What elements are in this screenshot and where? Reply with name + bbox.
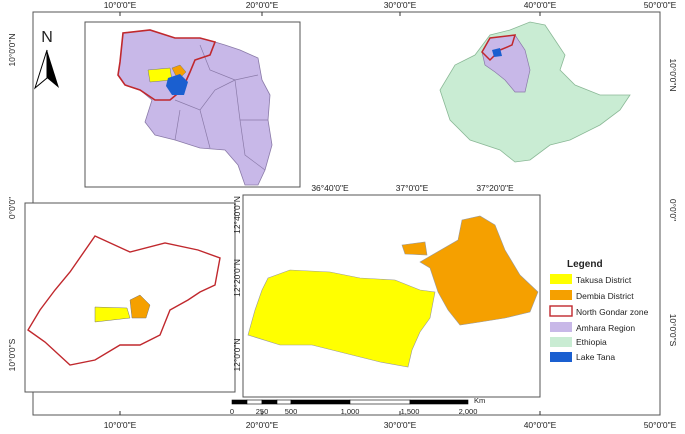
legend-label: Ethiopia [576,337,607,347]
legend-swatch [550,290,572,300]
legend-swatch [550,352,572,362]
scale-unit: Km [474,396,485,405]
bottom-coordinate: 40°0'0"E [524,420,557,430]
amhara-map [117,29,273,186]
bottom-coordinate: 20°0'0"E [246,420,279,430]
detail-left-coordinate: 12°20'0"N [232,259,242,297]
detail-top-coordinate: 37°0'0"E [396,183,429,193]
top-coordinate: 30°0'0"E [384,0,417,10]
bottom-coordinate: 30°0'0"E [384,420,417,430]
legend-swatch [550,337,572,347]
bottom-coordinate: 10°0'0"E [104,420,137,430]
legend-label: Dembia District [576,291,634,301]
scale-label: 250 [256,407,269,416]
legend-label: Lake Tana [576,352,615,362]
left-coordinate: 10°0'0"N [7,33,17,66]
detail-top-coordinate: 36°40'0"E [311,183,349,193]
detail-left-coordinate: 12°0'0"N [232,338,242,371]
legend-swatch [550,274,572,284]
north-label: N [41,29,53,46]
legend-title: Legend [567,259,603,270]
scale-label: 500 [285,407,298,416]
tick-marks [119,12,541,415]
bottom-coordinate: 50°0'0"E [644,420,677,430]
scale-label: 1,500 [401,407,420,416]
right-coordinate: 10°0'0"S [668,314,678,347]
scale-label: 1,000 [341,407,360,416]
left-coordinate: 0°0'0" [7,197,17,219]
scale-label: 0 [230,407,234,416]
legend-label: Takusa District [576,275,632,285]
legend-swatch [549,305,573,317]
detail-left-coordinate: 12°40'0"N [232,196,242,234]
north-arrow: N [34,29,59,90]
legend-label: Amhara Region [576,323,635,333]
right-coordinate: 10°0'0"N [668,58,678,91]
top-coordinate: 10°0'0"E [104,0,137,10]
top-coordinate: 40°0'0"E [524,0,557,10]
right-coordinate: 0°0'0" [668,199,678,221]
top-coordinate: 50°0'0"E [644,0,677,10]
legend: Legend [549,259,603,362]
legend-swatch [550,322,572,332]
scale-label: 2,000 [459,407,478,416]
scale-bar [231,399,469,405]
top-coordinate: 20°0'0"E [246,0,279,10]
legend-label: North Gondar zone [576,307,649,317]
left-coordinate: 10°0'0"S [7,338,17,371]
detail-top-coordinate: 37°20'0"E [476,183,514,193]
ethiopia-map [439,21,631,163]
detail-map [247,215,539,368]
zone-map [27,235,221,366]
